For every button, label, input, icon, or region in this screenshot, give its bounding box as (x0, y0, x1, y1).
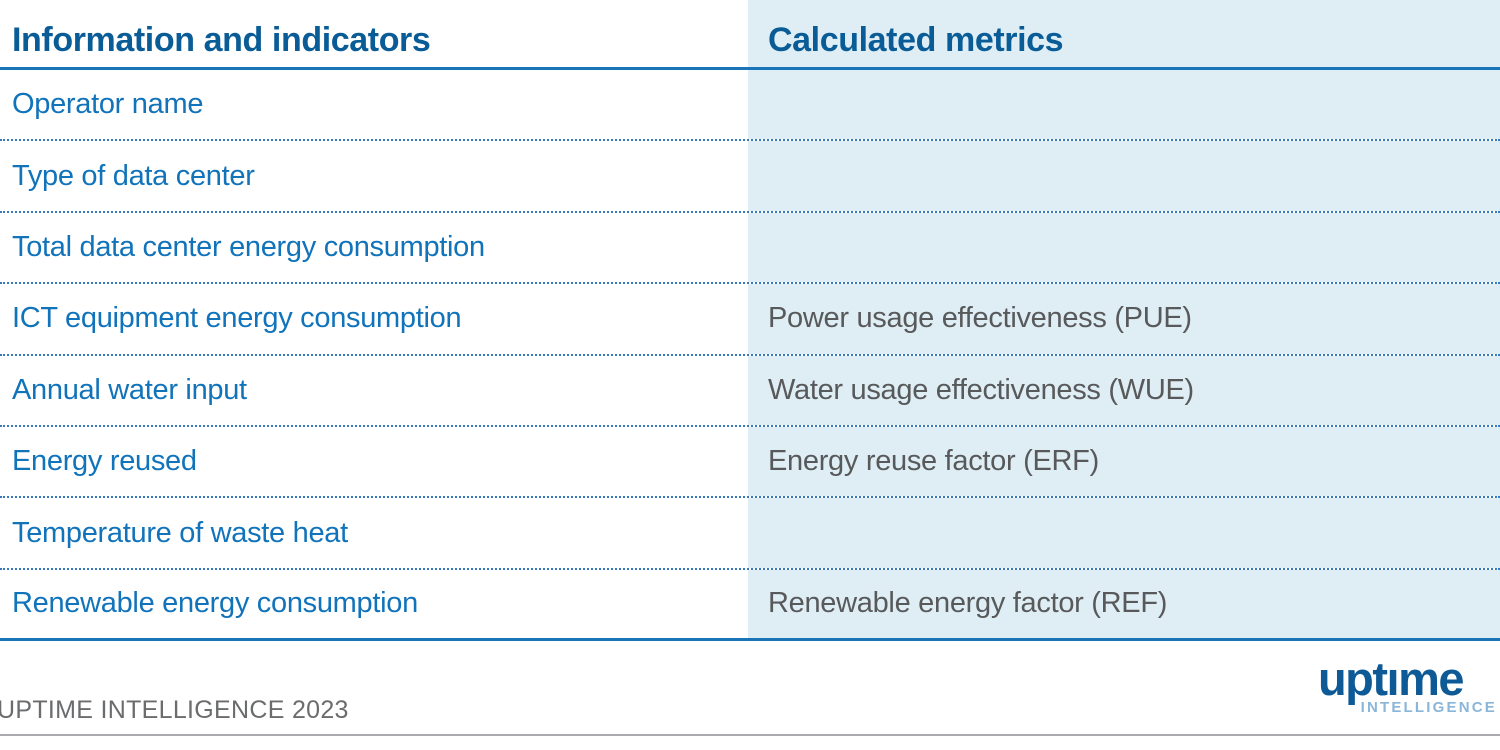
table-row: Temperature of waste heat (0, 498, 1500, 570)
indicator-label: Renewable energy consumption (12, 587, 418, 620)
indicator-label: Operator name (12, 88, 204, 121)
table-row: Total data center energy consumption (0, 212, 1500, 285)
table-header-row: Information and indicators Calculated me… (0, 0, 1500, 70)
uptime-wordmark: uptıme (1317, 652, 1465, 705)
table-row: Type of data center (0, 141, 1500, 213)
table-row: Operator name (0, 70, 1500, 142)
table-row: ICT equipment energy consumption Power u… (0, 284, 1500, 356)
indicator-label: Energy reused (12, 445, 197, 478)
table-row: Annual water input Water usage effective… (0, 355, 1500, 427)
metric-label: Power usage effectiveness (PUE) (768, 302, 1192, 335)
metric-label: Energy reuse factor (ERF) (768, 445, 1099, 478)
table-row: Renewable energy consumption Renewable e… (0, 569, 1500, 641)
indicator-label: ICT equipment energy consumption (12, 302, 462, 335)
metrics-table: Information and indicators Calculated me… (0, 0, 1500, 641)
indicator-label: Temperature of waste heat (12, 516, 348, 549)
indicator-label: Annual water input (12, 373, 247, 406)
column-header-metrics: Calculated metrics (748, 0, 1500, 67)
metric-label: Renewable energy factor (REF) (768, 587, 1168, 620)
source-attribution: UPTIME INTELLIGENCE 2023 (0, 696, 349, 724)
uptime-intelligence-logo: uptıme INTELLIGENCE (1318, 655, 1497, 716)
column-header-indicators: Information and indicators (0, 0, 748, 67)
bottom-divider (0, 734, 1500, 736)
indicator-label: Type of data center (12, 159, 255, 192)
indicator-label: Total data center energy consumption (12, 230, 485, 263)
metric-label: Water usage effectiveness (WUE) (768, 373, 1194, 406)
intelligence-subtitle: INTELLIGENCE (1360, 699, 1497, 716)
table-row: Energy reused Energy reuse factor (ERF) (0, 426, 1500, 499)
